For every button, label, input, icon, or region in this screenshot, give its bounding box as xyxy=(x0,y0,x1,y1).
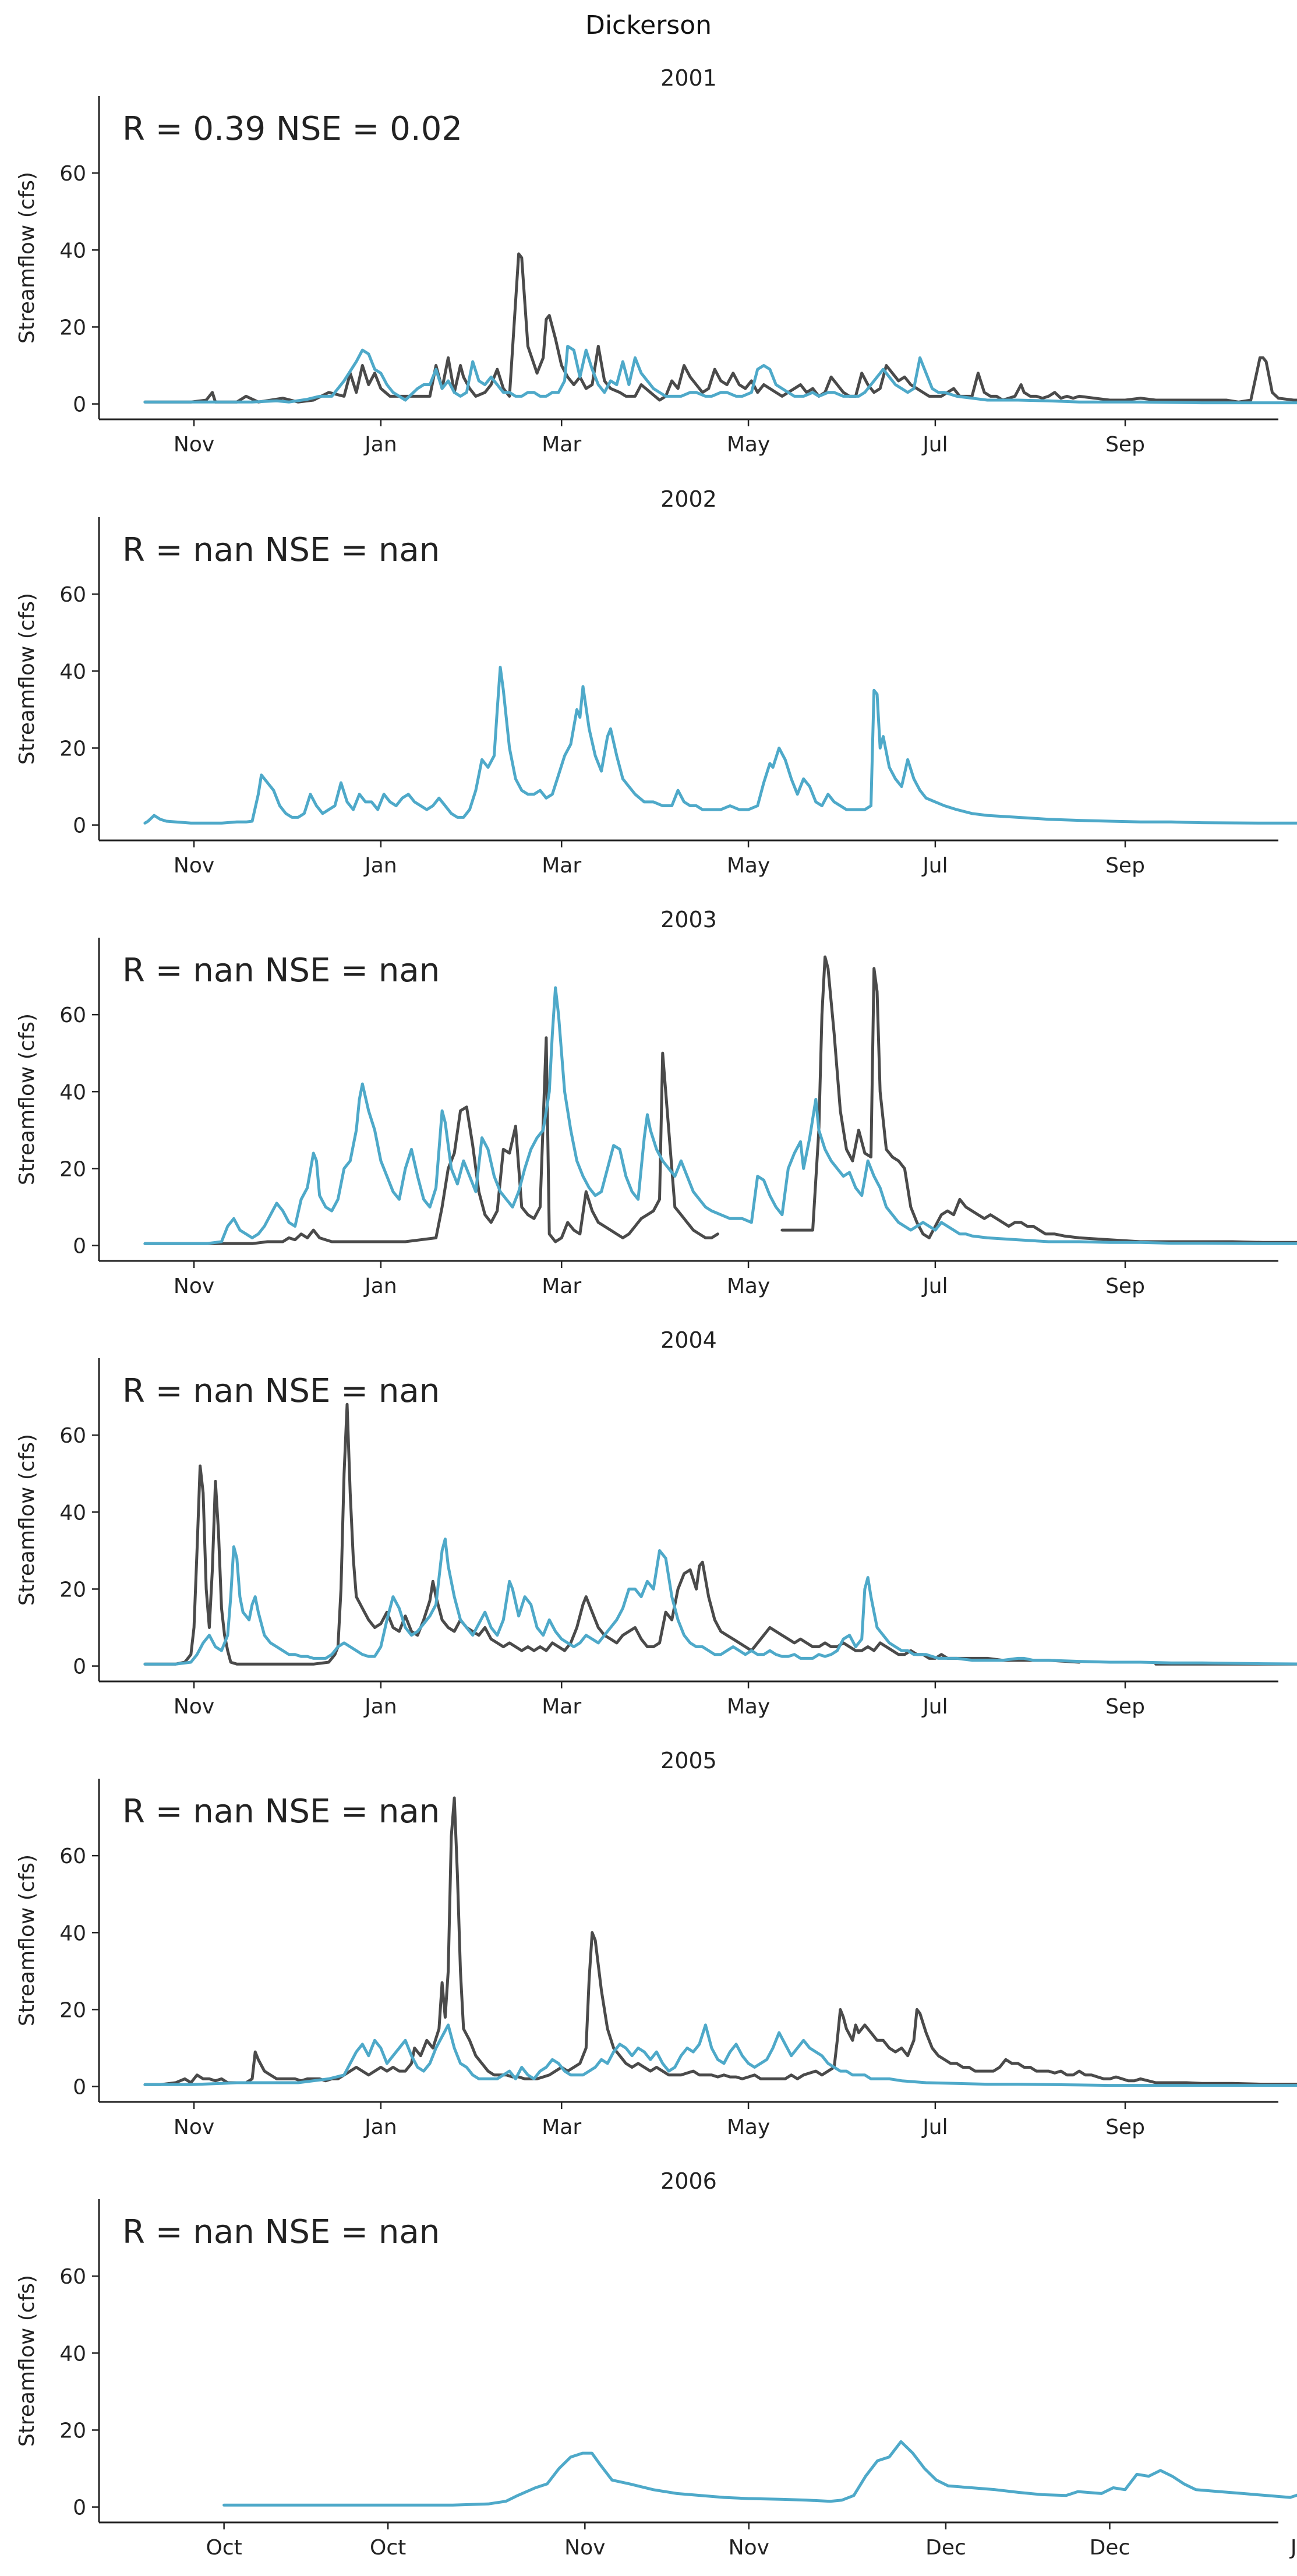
y-tick-label-0-3: 60 xyxy=(59,162,86,186)
y-axis-label-5: Streamflow (cfs) xyxy=(15,2275,39,2447)
x-tick-label-4-2: Mar xyxy=(542,2115,581,2139)
panel-title-4: 2005 xyxy=(660,1748,717,1773)
y-axis-label-3: Streamflow (cfs) xyxy=(15,1434,39,1606)
series-line-5-0 xyxy=(222,2440,1297,2507)
x-tick-label-5-6: Jan xyxy=(1289,2536,1297,2560)
x-tick-label-3-3: May xyxy=(727,1695,770,1719)
x-tick-label-3-5: Sep xyxy=(1105,1695,1145,1719)
x-tick-label-5-5: Dec xyxy=(1090,2536,1130,2560)
x-tick-label-3-1: Jan xyxy=(363,1695,397,1719)
x-tick-label-1-0: Nov xyxy=(174,854,214,878)
y-tick-label-5-1: 20 xyxy=(59,2419,86,2443)
panel-title-5: 2006 xyxy=(660,2168,717,2194)
y-tick-label-2-2: 40 xyxy=(59,1080,86,1104)
y-axis-label-2: Streamflow (cfs) xyxy=(15,1013,39,1185)
x-tick-label-5-2: Nov xyxy=(564,2536,605,2560)
series-line-4-1 xyxy=(143,2023,1297,2087)
y-tick-label-1-2: 40 xyxy=(59,660,86,684)
x-tick-label-3-4: Jul xyxy=(921,1695,948,1719)
x-tick-label-2-1: Jan xyxy=(363,1274,397,1298)
series-line-2-1 xyxy=(780,955,1297,1244)
stats-annotation-3: R = nan NSE = nan xyxy=(122,1372,440,1410)
x-tick-label-0-3: May xyxy=(727,433,770,457)
series-line-3-0 xyxy=(143,1402,1081,1666)
x-tick-label-4-5: Sep xyxy=(1105,2115,1145,2139)
x-tick-label-2-5: Sep xyxy=(1105,1274,1145,1298)
x-tick-label-1-5: Sep xyxy=(1105,854,1145,878)
panel-title-1: 2002 xyxy=(660,486,717,512)
stats-annotation-4: R = nan NSE = nan xyxy=(122,1793,440,1831)
y-tick-label-1-3: 60 xyxy=(59,583,86,607)
x-tick-label-4-3: May xyxy=(727,2115,770,2139)
y-tick-label-5-0: 0 xyxy=(73,2496,86,2520)
x-tick-label-0-5: Sep xyxy=(1105,433,1145,457)
y-tick-label-2-1: 20 xyxy=(59,1157,86,1181)
y-tick-label-0-0: 0 xyxy=(73,393,86,417)
y-axis-label-4: Streamflow (cfs) xyxy=(15,1854,39,2026)
x-tick-label-1-2: Mar xyxy=(542,854,581,878)
panel-title-2: 2003 xyxy=(660,907,717,932)
y-tick-label-1-0: 0 xyxy=(73,814,86,838)
figure-title: Dickerson xyxy=(585,10,712,40)
series-line-2-0 xyxy=(143,1036,719,1245)
series-line-3-2 xyxy=(143,1538,1297,1666)
y-tick-label-2-3: 60 xyxy=(59,1003,86,1027)
panel-title-3: 2004 xyxy=(660,1327,717,1353)
series-line-0-0 xyxy=(143,252,1297,404)
x-tick-label-0-1: Jan xyxy=(363,433,397,457)
y-tick-label-3-3: 60 xyxy=(59,1424,86,1448)
y-tick-label-4-0: 0 xyxy=(73,2076,86,2100)
x-tick-label-5-3: Nov xyxy=(729,2536,769,2560)
y-tick-label-5-3: 60 xyxy=(59,2265,86,2289)
series-line-1-0 xyxy=(143,666,1297,825)
y-tick-label-4-1: 20 xyxy=(59,1998,86,2022)
x-tick-label-3-2: Mar xyxy=(542,1695,581,1719)
y-axis-label-0: Streamflow (cfs) xyxy=(15,172,39,344)
x-tick-label-3-0: Nov xyxy=(174,1695,214,1719)
series-line-4-0 xyxy=(143,1796,1297,2086)
x-tick-label-5-1: Oct xyxy=(370,2536,406,2560)
stats-annotation-1: R = nan NSE = nan xyxy=(122,531,440,569)
stats-annotation-0: R = 0.39 NSE = 0.02 xyxy=(122,110,462,148)
y-tick-label-0-1: 20 xyxy=(59,316,86,340)
x-tick-label-1-1: Jan xyxy=(363,854,397,878)
x-tick-label-2-3: May xyxy=(727,1274,770,1298)
x-tick-label-2-2: Mar xyxy=(542,1274,581,1298)
x-tick-label-5-4: Dec xyxy=(925,2536,966,2560)
series-line-2-2 xyxy=(143,986,1297,1245)
x-tick-label-1-3: May xyxy=(727,854,770,878)
y-tick-label-5-2: 40 xyxy=(59,2342,86,2366)
y-tick-label-3-0: 0 xyxy=(73,1655,86,1679)
x-tick-label-4-0: Nov xyxy=(174,2115,214,2139)
x-tick-label-2-0: Nov xyxy=(174,1274,214,1298)
y-tick-label-3-2: 40 xyxy=(59,1501,86,1525)
x-tick-label-2-4: Jul xyxy=(921,1274,948,1298)
stats-annotation-2: R = nan NSE = nan xyxy=(122,952,440,990)
x-tick-label-0-2: Mar xyxy=(542,433,581,457)
x-tick-label-1-4: Jul xyxy=(921,854,948,878)
panel-title-0: 2001 xyxy=(660,65,717,91)
x-tick-label-4-1: Jan xyxy=(363,2115,397,2139)
y-axis-label-1: Streamflow (cfs) xyxy=(15,593,39,765)
y-tick-label-2-0: 0 xyxy=(73,1235,86,1259)
y-tick-label-4-2: 40 xyxy=(59,1921,86,1945)
x-tick-label-0-0: Nov xyxy=(174,433,214,457)
x-tick-label-5-0: Oct xyxy=(206,2536,242,2560)
x-tick-label-0-4: Jul xyxy=(921,433,948,457)
y-tick-label-3-1: 20 xyxy=(59,1578,86,1602)
y-tick-label-4-3: 60 xyxy=(59,1844,86,1868)
y-tick-label-0-2: 40 xyxy=(59,239,86,263)
y-tick-label-1-1: 20 xyxy=(59,737,86,761)
x-tick-label-4-4: Jul xyxy=(921,2115,948,2139)
stats-annotation-5: R = nan NSE = nan xyxy=(122,2213,440,2251)
series-line-0-1 xyxy=(143,345,1297,405)
